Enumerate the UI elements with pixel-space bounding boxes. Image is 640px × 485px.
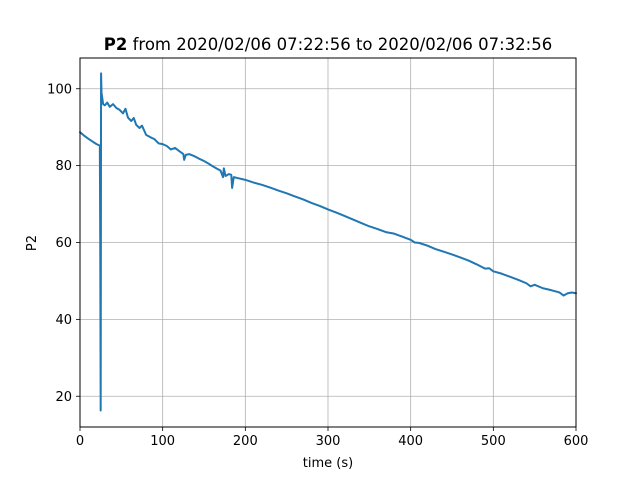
series-line [79,72,577,412]
y-tick-label: 40 [55,313,72,328]
x-tick-label: 100 [150,434,175,449]
y-tick-label: 60 [55,236,72,251]
y-tick-label: 100 [47,82,72,97]
x-tick-label: 500 [481,434,506,449]
x-tick-label: 200 [233,434,258,449]
x-tick-label: 400 [398,434,423,449]
chart-title-bold: P2 [104,35,128,54]
x-tick-label: 300 [316,434,341,449]
chart-title: P2 from 2020/02/06 07:22:56 to 2020/02/0… [104,35,552,54]
y-tick-label: 20 [55,390,72,405]
y-axis-label: P2 [25,235,40,251]
chart-title-rest: from 2020/02/06 07:22:56 to 2020/02/06 0… [127,35,552,54]
x-tick-label: 0 [76,434,84,449]
axis-ticks: 0 100 200 300 400 500 600 20 40 60 80 100 [47,82,588,449]
x-axis-label: time (s) [303,456,353,471]
series-layer [79,72,577,412]
grid-lines [79,58,577,427]
x-tick-label: 600 [564,434,589,449]
y-tick-label: 80 [55,159,72,174]
